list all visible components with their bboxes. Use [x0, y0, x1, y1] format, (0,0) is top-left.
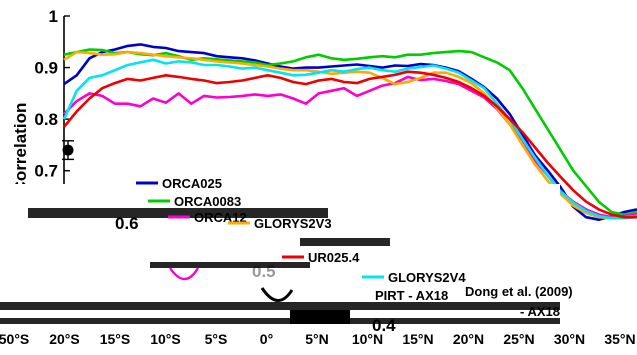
y-tick-label: 1 — [49, 7, 58, 26]
x-tick-label: 50°S — [0, 331, 29, 347]
legend-label: GLORYS2V3 — [254, 216, 332, 231]
series-line-orca025 — [63, 43, 637, 221]
inset-band — [0, 318, 560, 324]
x-tick-label: 20°S — [49, 331, 80, 347]
series-line-glorys2v3 — [63, 50, 637, 220]
x-tick-label: 35°N — [604, 331, 635, 347]
y-tick-label: 0.7 — [34, 162, 58, 181]
legend-label: GLORYS2V4 — [388, 270, 466, 285]
extra-tick-label-0-5: 0.5 — [252, 262, 276, 281]
inset-band — [28, 208, 328, 218]
x-tick-label: 10°S — [150, 331, 181, 347]
x-tick-label: 20°N — [453, 331, 484, 347]
legend-label: ORCA025 — [162, 176, 222, 191]
marker-point — [62, 144, 74, 156]
legend-label: ORCA12 — [194, 210, 247, 225]
x-tick-label: 25°N — [503, 331, 534, 347]
inset-band — [300, 238, 390, 246]
x-tick-label: 5°S — [205, 331, 228, 347]
x-tick-label: 0° — [260, 331, 273, 347]
x-tick-label: 5°N — [305, 331, 329, 347]
x-tick-labels: 50°S 20°S 15°S 10°S 5°S 0° 5°N 10°N 15°N 20°N 25°N… — [0, 331, 636, 347]
extra-tick-label-0-6: 0.6 — [115, 214, 139, 233]
inset-curve — [260, 287, 294, 302]
inset-band — [0, 302, 560, 310]
series-lines — [62, 43, 637, 221]
legend-label: UR025.4 — [308, 250, 360, 265]
extra-tick-label-0-4: 0.4 — [372, 316, 396, 335]
annotation-dong-et-al: Dong et al. (2009) — [465, 284, 573, 299]
reference-marker — [62, 140, 74, 161]
series-line-glorys2v4 — [62, 58, 637, 220]
x-tick-label: 15°S — [100, 331, 131, 347]
annotation-pirt-ax18: PIRT - AX18 — [375, 288, 448, 303]
inset-magenta-curve — [169, 267, 200, 281]
inset-band — [150, 262, 310, 268]
inset-bar — [290, 310, 350, 324]
x-tick-label: 10°N — [352, 331, 383, 347]
annotation-ax18: - AX18 — [520, 304, 560, 319]
y-tick-label: 0.8 — [34, 110, 58, 129]
series-line-ur025-4 — [62, 70, 637, 219]
legend-label: ORCA0083 — [174, 194, 241, 209]
y-tick-label: 0.9 — [34, 59, 58, 78]
x-tick-label: 15°N — [402, 331, 433, 347]
x-tick-label: 30°N — [554, 331, 585, 347]
y-axis-title: Correlation — [11, 103, 30, 194]
